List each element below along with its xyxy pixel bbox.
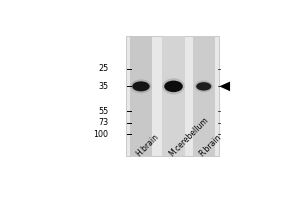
- Ellipse shape: [196, 82, 211, 91]
- Text: M.cerebellum: M.cerebellum: [167, 115, 210, 158]
- Ellipse shape: [132, 81, 150, 91]
- Bar: [193, 36, 215, 156]
- Text: R.brain: R.brain: [197, 132, 223, 158]
- Polygon shape: [219, 82, 230, 91]
- Text: H.brain: H.brain: [135, 132, 161, 158]
- Text: 25: 25: [98, 64, 108, 73]
- Text: 100: 100: [93, 130, 108, 139]
- Bar: [163, 36, 184, 156]
- Ellipse shape: [162, 78, 185, 94]
- Text: 73: 73: [98, 118, 108, 127]
- Bar: [130, 36, 152, 156]
- Text: 35: 35: [98, 82, 108, 91]
- Ellipse shape: [130, 79, 152, 93]
- Text: 55: 55: [98, 107, 108, 116]
- Ellipse shape: [164, 81, 183, 92]
- Ellipse shape: [195, 80, 213, 92]
- Bar: [126, 36, 219, 156]
